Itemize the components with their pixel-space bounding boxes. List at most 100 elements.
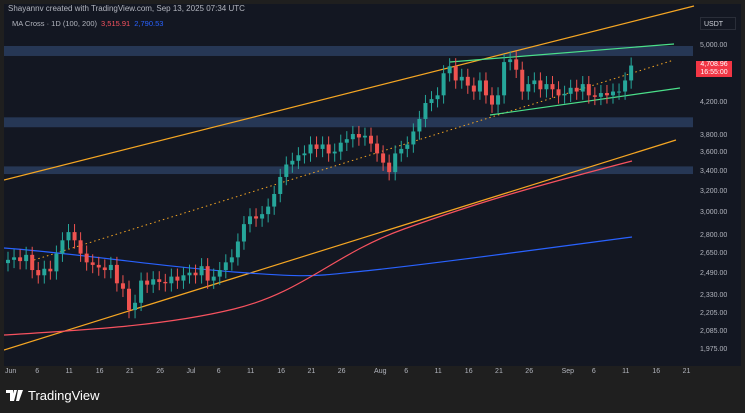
candle-body	[375, 143, 380, 154]
ma200-line	[4, 236, 633, 277]
candle-body	[211, 276, 216, 281]
candle-body	[320, 144, 325, 149]
candle-body	[42, 268, 47, 276]
channel-lower-line	[4, 139, 677, 351]
candle-body	[96, 264, 101, 268]
time-tick-label: Aug	[374, 368, 387, 375]
time-tick-label: Jun	[5, 368, 17, 375]
candle-body	[592, 95, 597, 97]
candle-body	[350, 134, 355, 140]
candle-body	[514, 59, 519, 70]
candle-body	[18, 257, 23, 262]
candle-body	[72, 232, 77, 241]
price-tick-label: 2,205.00	[700, 309, 728, 317]
time-tick-label: 6	[35, 368, 40, 375]
candle-body	[66, 232, 71, 241]
candle-body	[127, 288, 131, 311]
candle-body	[30, 254, 35, 271]
candle-body	[272, 193, 277, 207]
indicator-label: MA Cross · 1D (100, 200)	[12, 19, 98, 28]
time-tick-label: 21	[307, 368, 316, 375]
candle-body	[139, 280, 144, 303]
candle-body	[580, 84, 585, 92]
candle-body	[399, 148, 404, 154]
time-tick-label: 11	[247, 368, 255, 375]
price-tick-label: 2,085.00	[700, 328, 728, 336]
candle-body	[483, 80, 488, 96]
candle-body	[169, 276, 174, 284]
time-tick-label: 16	[95, 368, 104, 375]
candle-body	[114, 264, 119, 284]
time-tick-label: 26	[156, 368, 165, 375]
candle-body	[217, 270, 222, 277]
ma100-value: 3,515.91	[101, 19, 131, 28]
time-tick-label: 16	[464, 368, 473, 375]
candle-body	[12, 257, 17, 260]
price-tick-label: 5,000.00	[700, 42, 728, 49]
candle-body	[393, 153, 398, 173]
candle-body	[302, 153, 307, 156]
time-tick-label: 11	[65, 368, 73, 375]
tradingview-logo-icon	[6, 390, 23, 401]
candle-body	[248, 216, 252, 225]
candle-body	[538, 80, 543, 90]
candle-body	[157, 279, 162, 282]
ma-cross-legend[interactable]: MA Cross · 1D (100, 200) 3,515.91 2,790.53	[12, 19, 163, 28]
candle-body	[332, 151, 337, 154]
candle-body	[598, 93, 603, 97]
candle-body	[496, 95, 501, 105]
candle-body	[441, 73, 446, 96]
candle-body	[508, 59, 513, 63]
support-resistance-zone	[4, 117, 693, 128]
candle-body	[369, 135, 373, 144]
candle-body	[266, 206, 271, 215]
price-tick-label: 3,600.00	[700, 149, 728, 157]
candle-body	[181, 275, 186, 281]
time-tick-label: 11	[622, 368, 630, 375]
time-tick-label: 21	[495, 368, 503, 375]
time-tick-label: 6	[216, 368, 221, 375]
candle-body	[471, 85, 476, 92]
candle-body	[520, 69, 525, 92]
time-tick-label: Sep	[561, 368, 575, 375]
time-tick-label: 6	[591, 368, 596, 375]
candle-body	[120, 283, 125, 289]
ma200-value: 2,790.53	[134, 19, 164, 28]
price-tick-label: 3,800.00	[700, 131, 728, 139]
candle-body	[102, 267, 107, 271]
candle-body	[145, 280, 150, 285]
candle-body	[223, 262, 228, 271]
price-chart[interactable]	[4, 4, 741, 366]
candle-body	[36, 270, 41, 276]
candle-body	[532, 80, 537, 85]
candle-body	[544, 84, 549, 90]
price-tick-label: 3,400.00	[700, 168, 728, 176]
candle-body	[623, 80, 628, 92]
candle-body	[574, 87, 579, 92]
candle-body	[604, 93, 609, 96]
candle-body	[235, 241, 240, 258]
candle-body	[308, 144, 313, 154]
tradingview-wordmark: TradingView	[28, 388, 100, 403]
candle-body	[465, 76, 470, 86]
candle-body	[490, 95, 494, 105]
candle-body	[344, 139, 349, 143]
currency-selector[interactable]: USDT	[700, 17, 736, 30]
candle-body	[260, 214, 265, 219]
candle-body	[338, 142, 343, 152]
bar-countdown: 16:55:00	[700, 69, 728, 76]
candle-body	[290, 160, 295, 165]
tradingview-logo[interactable]: TradingView	[6, 388, 100, 403]
price-tick-label: 2,800.00	[700, 231, 728, 239]
candle-body	[453, 66, 458, 81]
candle-body	[611, 91, 615, 96]
price-tick-label: 3,200.00	[700, 187, 728, 195]
time-tick-label: 16	[277, 368, 286, 375]
candle-body	[90, 262, 95, 265]
candle-body	[314, 144, 319, 149]
chart-area[interactable]	[4, 4, 741, 366]
time-tick-label: 26	[337, 368, 346, 375]
time-tick-label: 21	[126, 368, 134, 375]
time-tick-label: 16	[652, 368, 661, 375]
candle-body	[60, 240, 65, 254]
